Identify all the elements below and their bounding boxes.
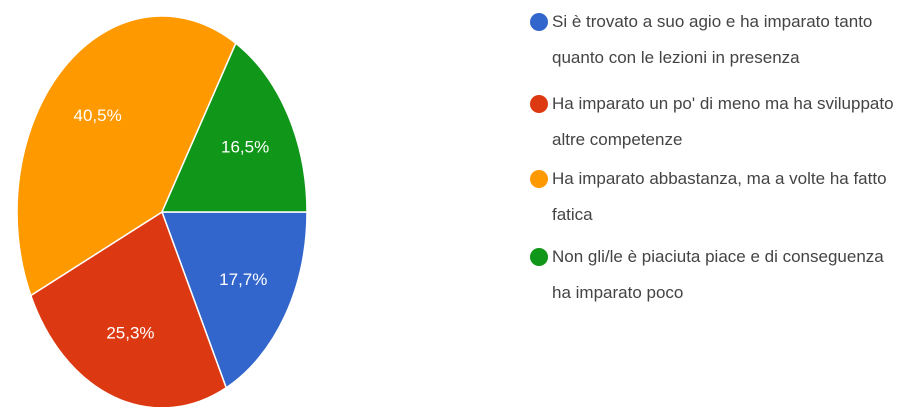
- pie-slice: [160, 211, 308, 389]
- pie-slice: [160, 42, 308, 213]
- legend-swatch: [530, 95, 548, 113]
- slice-label: 25,3%: [106, 324, 154, 343]
- slice-label: 16,5%: [221, 137, 269, 156]
- pie-slice: [29, 210, 228, 407]
- legend-swatch: [530, 13, 548, 31]
- legend-label: Non gli/le è piaciuta piace e di consegu…: [552, 247, 884, 302]
- legend-swatch: [530, 248, 548, 266]
- pie-area: 17,7% 25,3% 40,5% 16,5%: [16, 15, 308, 407]
- legend-item: Non gli/le è piaciuta piace e di consegu…: [530, 239, 902, 311]
- pie-slice: [16, 15, 237, 297]
- legend-item: Ha imparato abbastanza, ma a volte ha fa…: [530, 161, 902, 233]
- slice-label: 40,5%: [73, 106, 121, 125]
- legend-label: Ha imparato abbastanza, ma a volte ha fa…: [552, 169, 887, 224]
- slice-label: 17,7%: [219, 270, 267, 289]
- legend-item: Ha imparato un po' di meno ma ha svilupp…: [530, 86, 902, 158]
- legend-swatch: [530, 170, 548, 188]
- legend-label: Ha imparato un po' di meno ma ha svilupp…: [552, 94, 894, 149]
- legend-item: Si è trovato a suo agio e ha imparato ta…: [530, 4, 902, 76]
- legend-label: Si è trovato a suo agio e ha imparato ta…: [552, 12, 873, 67]
